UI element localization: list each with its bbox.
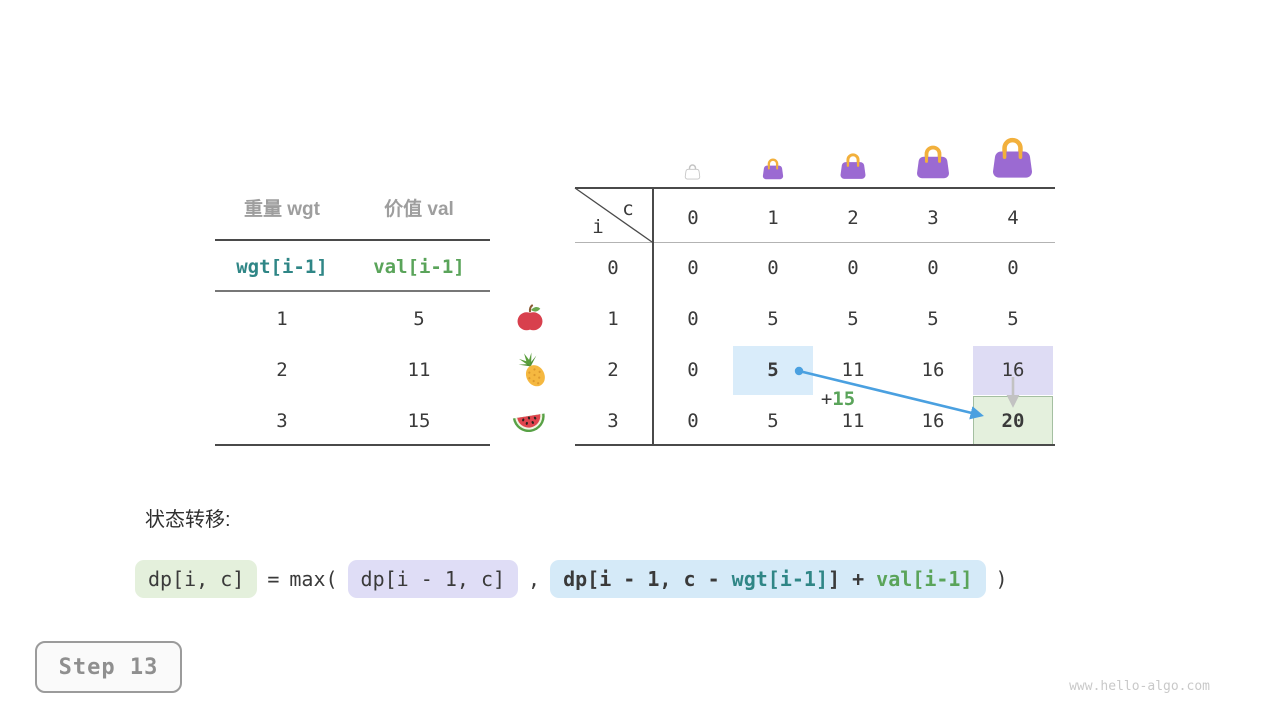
formula-equals: = [267, 567, 280, 591]
dp-corner-col-var: c [622, 198, 634, 220]
dp-col-header-1: 1 [767, 207, 779, 229]
pineapple-icon [518, 352, 545, 387]
bag-capacity-3-icon [917, 145, 949, 179]
dp-cell-0-3: 0 [927, 257, 939, 279]
dp-corner-row-var: i [592, 216, 604, 238]
dp-cell-3-0: 0 [687, 410, 699, 432]
dp-cell-2-0: 0 [687, 359, 699, 381]
items-header-value: 价值 val [384, 199, 454, 220]
watermark-url: www.hello-algo.com [1069, 679, 1210, 694]
watermelon-icon [512, 413, 545, 433]
formula-lhs: dp[i, c] [135, 560, 258, 598]
dp-cell-3-3: 16 [921, 410, 945, 432]
dp-row-header-3: 3 [607, 410, 619, 432]
item-2-weight: 2 [276, 359, 288, 381]
dp-cell-3-2: 11 [841, 410, 865, 432]
dp-cell-1-1: 5 [767, 308, 779, 330]
dp-table-rule-top [575, 187, 1055, 189]
dp-cell-0-1: 0 [767, 257, 779, 279]
formula-option-keep: dp[i - 1, c] [347, 560, 519, 598]
dp-row-header-0: 0 [607, 257, 619, 279]
add-value-number: 15 [832, 388, 856, 410]
apple-icon [517, 304, 543, 331]
formula-take-val: val[i-1] [876, 567, 973, 591]
item-3-weight: 3 [276, 410, 288, 432]
formula-option-take: dp[i - 1, c - wgt[i-1]] + val[i-1] [550, 560, 986, 598]
dp-cell-3-4: 20 [1001, 410, 1025, 432]
dp-cell-1-4: 5 [1007, 308, 1019, 330]
bag-capacity-2-icon [840, 153, 866, 179]
dp-cell-1-2: 5 [847, 308, 859, 330]
items-index-val: val[i-1] [373, 256, 465, 278]
formula-take-prefix: dp[i - 1, c - [563, 567, 732, 591]
formula-max-open: max( [289, 567, 338, 591]
step-badge: Step 13 [35, 641, 182, 693]
dp-cell-2-2: 11 [841, 359, 865, 381]
dp-cell-2-3: 16 [921, 359, 945, 381]
items-header-weight: 重量 wgt [244, 199, 320, 220]
bag-capacity-0-icon [684, 164, 701, 180]
bag-capacity-4-icon [993, 137, 1032, 178]
bag-capacity-1-icon [762, 158, 784, 180]
dp-table-rule-vertical [652, 187, 654, 446]
dp-row-header-1: 1 [607, 308, 619, 330]
dp-cell-2-4: 16 [1001, 359, 1025, 381]
dp-cell-0-2: 0 [847, 257, 859, 279]
item-3-value: 15 [407, 410, 431, 432]
dp-cell-1-0: 0 [687, 308, 699, 330]
dp-table-rule-header [575, 242, 1055, 243]
dp-col-header-4: 4 [1007, 207, 1019, 229]
transition-formula: dp[i, c] = max( dp[i - 1, c] , dp[i - 1,… [135, 560, 1008, 598]
items-table-rule-mid [215, 290, 490, 292]
dp-cell-1-3: 5 [927, 308, 939, 330]
item-1-weight: 1 [276, 308, 288, 330]
dp-cell-3-1: 5 [767, 410, 779, 432]
add-value-annotation: +15 [807, 388, 869, 410]
transition-heading: 状态转移: [145, 509, 231, 531]
items-table-rule-top [215, 239, 490, 241]
dp-cell-2-1: 5 [767, 359, 779, 381]
dp-table-rule-bottom [575, 444, 1055, 446]
items-index-wgt: wgt[i-1] [236, 256, 328, 278]
dp-row-header-2: 2 [607, 359, 619, 381]
item-1-value: 5 [413, 308, 425, 330]
dp-col-header-0: 0 [687, 207, 699, 229]
item-2-value: 11 [407, 359, 431, 381]
formula-take-wgt: wgt[i-1] [731, 567, 828, 591]
items-table-rule-bottom [215, 444, 490, 446]
formula-comma: , [528, 567, 541, 591]
formula-take-mid: ] + [828, 567, 877, 591]
formula-close-paren: ) [995, 567, 1008, 591]
dp-col-header-2: 2 [847, 207, 859, 229]
add-value-plus: + [820, 388, 833, 410]
dp-col-header-3: 3 [927, 207, 939, 229]
dp-cell-0-4: 0 [1007, 257, 1019, 279]
dp-cell-0-0: 0 [687, 257, 699, 279]
